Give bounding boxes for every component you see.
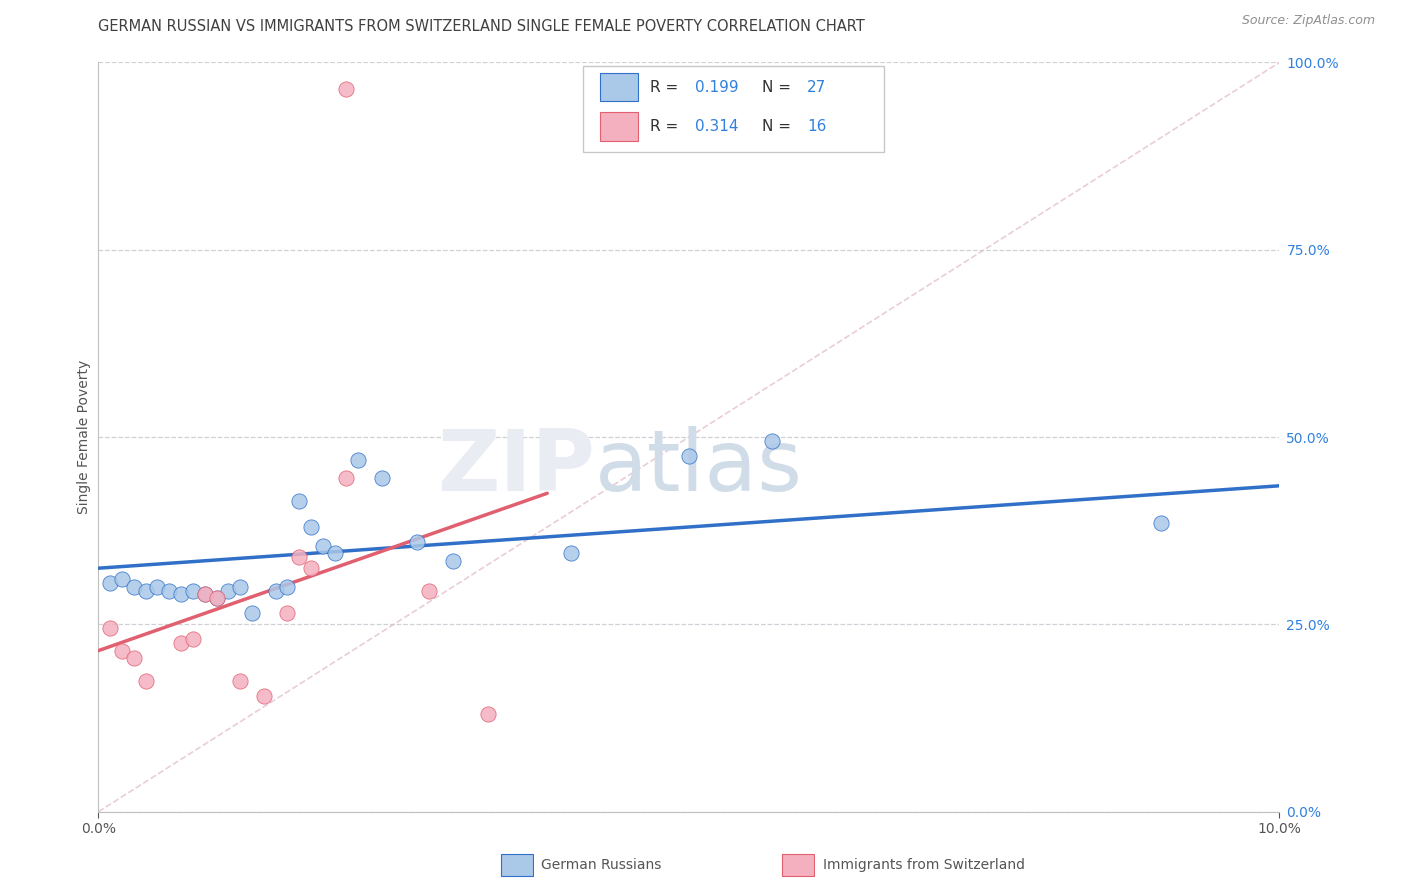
Point [299, 520, 322, 534]
Point [229, 580, 252, 594]
Point [111, 573, 134, 587]
Point [264, 583, 287, 598]
Point [170, 636, 193, 650]
Text: R =: R = [650, 79, 683, 95]
Point [406, 535, 429, 549]
Point [205, 591, 228, 606]
FancyBboxPatch shape [600, 73, 638, 102]
Text: 16: 16 [807, 119, 827, 134]
Point [335, 81, 357, 95]
Point [135, 583, 157, 598]
Point [135, 673, 157, 688]
Point [678, 449, 700, 463]
Point [122, 651, 145, 665]
Text: GERMAN RUSSIAN VS IMMIGRANTS FROM SWITZERLAND SINGLE FEMALE POVERTY CORRELATION : GERMAN RUSSIAN VS IMMIGRANTS FROM SWITZE… [98, 19, 865, 34]
Point [240, 606, 263, 620]
Point [1150, 516, 1173, 531]
Point [477, 707, 499, 722]
Text: N =: N = [762, 119, 796, 134]
Text: 0.314: 0.314 [695, 119, 738, 134]
Point [194, 587, 217, 601]
Point [312, 539, 335, 553]
Text: German Russians: German Russians [541, 858, 662, 872]
FancyBboxPatch shape [582, 66, 884, 153]
Point [288, 549, 311, 564]
Point [299, 561, 322, 575]
FancyBboxPatch shape [600, 112, 638, 141]
Point [418, 583, 440, 598]
Text: R =: R = [650, 119, 683, 134]
Point [335, 471, 357, 485]
Point [146, 580, 169, 594]
Point [323, 546, 346, 560]
Point [170, 587, 193, 601]
Point [560, 546, 582, 560]
Text: ZIP: ZIP [437, 425, 595, 508]
Point [98, 576, 121, 591]
Point [288, 493, 311, 508]
Point [761, 434, 783, 448]
Point [253, 689, 276, 703]
Point [205, 591, 228, 606]
Point [347, 452, 370, 467]
Point [276, 606, 298, 620]
Point [217, 583, 239, 598]
Point [181, 583, 204, 598]
Text: 27: 27 [807, 79, 827, 95]
Point [98, 621, 121, 635]
Text: Immigrants from Switzerland: Immigrants from Switzerland [823, 858, 1025, 872]
Point [122, 580, 145, 594]
Point [371, 471, 394, 485]
Point [229, 673, 252, 688]
Y-axis label: Single Female Poverty: Single Female Poverty [77, 360, 91, 514]
Point [276, 580, 298, 594]
Text: Source: ZipAtlas.com: Source: ZipAtlas.com [1241, 13, 1375, 27]
Point [194, 587, 217, 601]
Text: N =: N = [762, 79, 796, 95]
Point [181, 632, 204, 647]
Point [111, 643, 134, 657]
Text: 0.199: 0.199 [695, 79, 738, 95]
Point [441, 554, 464, 568]
Point [157, 583, 180, 598]
Text: atlas: atlas [595, 425, 803, 508]
